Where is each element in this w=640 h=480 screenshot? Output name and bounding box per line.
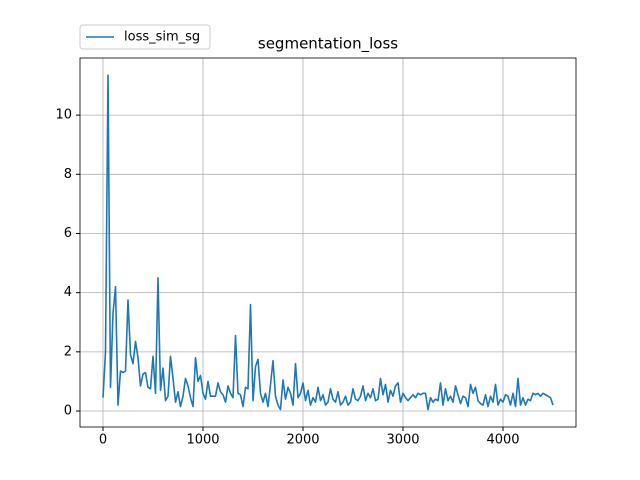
y-tick-label: 4	[64, 285, 72, 300]
x-tick-label: 3000	[386, 433, 419, 448]
x-tick-label: 0	[99, 433, 107, 448]
x-tick-label: 1000	[186, 433, 219, 448]
legend-box	[79, 24, 211, 50]
y-tick-label: 8	[64, 167, 72, 182]
y-tick-label: 6	[64, 226, 72, 241]
axes-frame	[79, 57, 577, 428]
chart-title: segmentation_loss	[258, 35, 398, 54]
x-tick-label: 4000	[486, 433, 519, 448]
x-tick-label: 2000	[286, 433, 319, 448]
y-tick-label: 0	[64, 404, 72, 419]
legend-label: loss_sim_sg	[124, 30, 200, 45]
y-tick-label: 10	[55, 108, 72, 123]
data-line	[102, 74, 554, 411]
y-tick-label: 2	[64, 344, 72, 359]
